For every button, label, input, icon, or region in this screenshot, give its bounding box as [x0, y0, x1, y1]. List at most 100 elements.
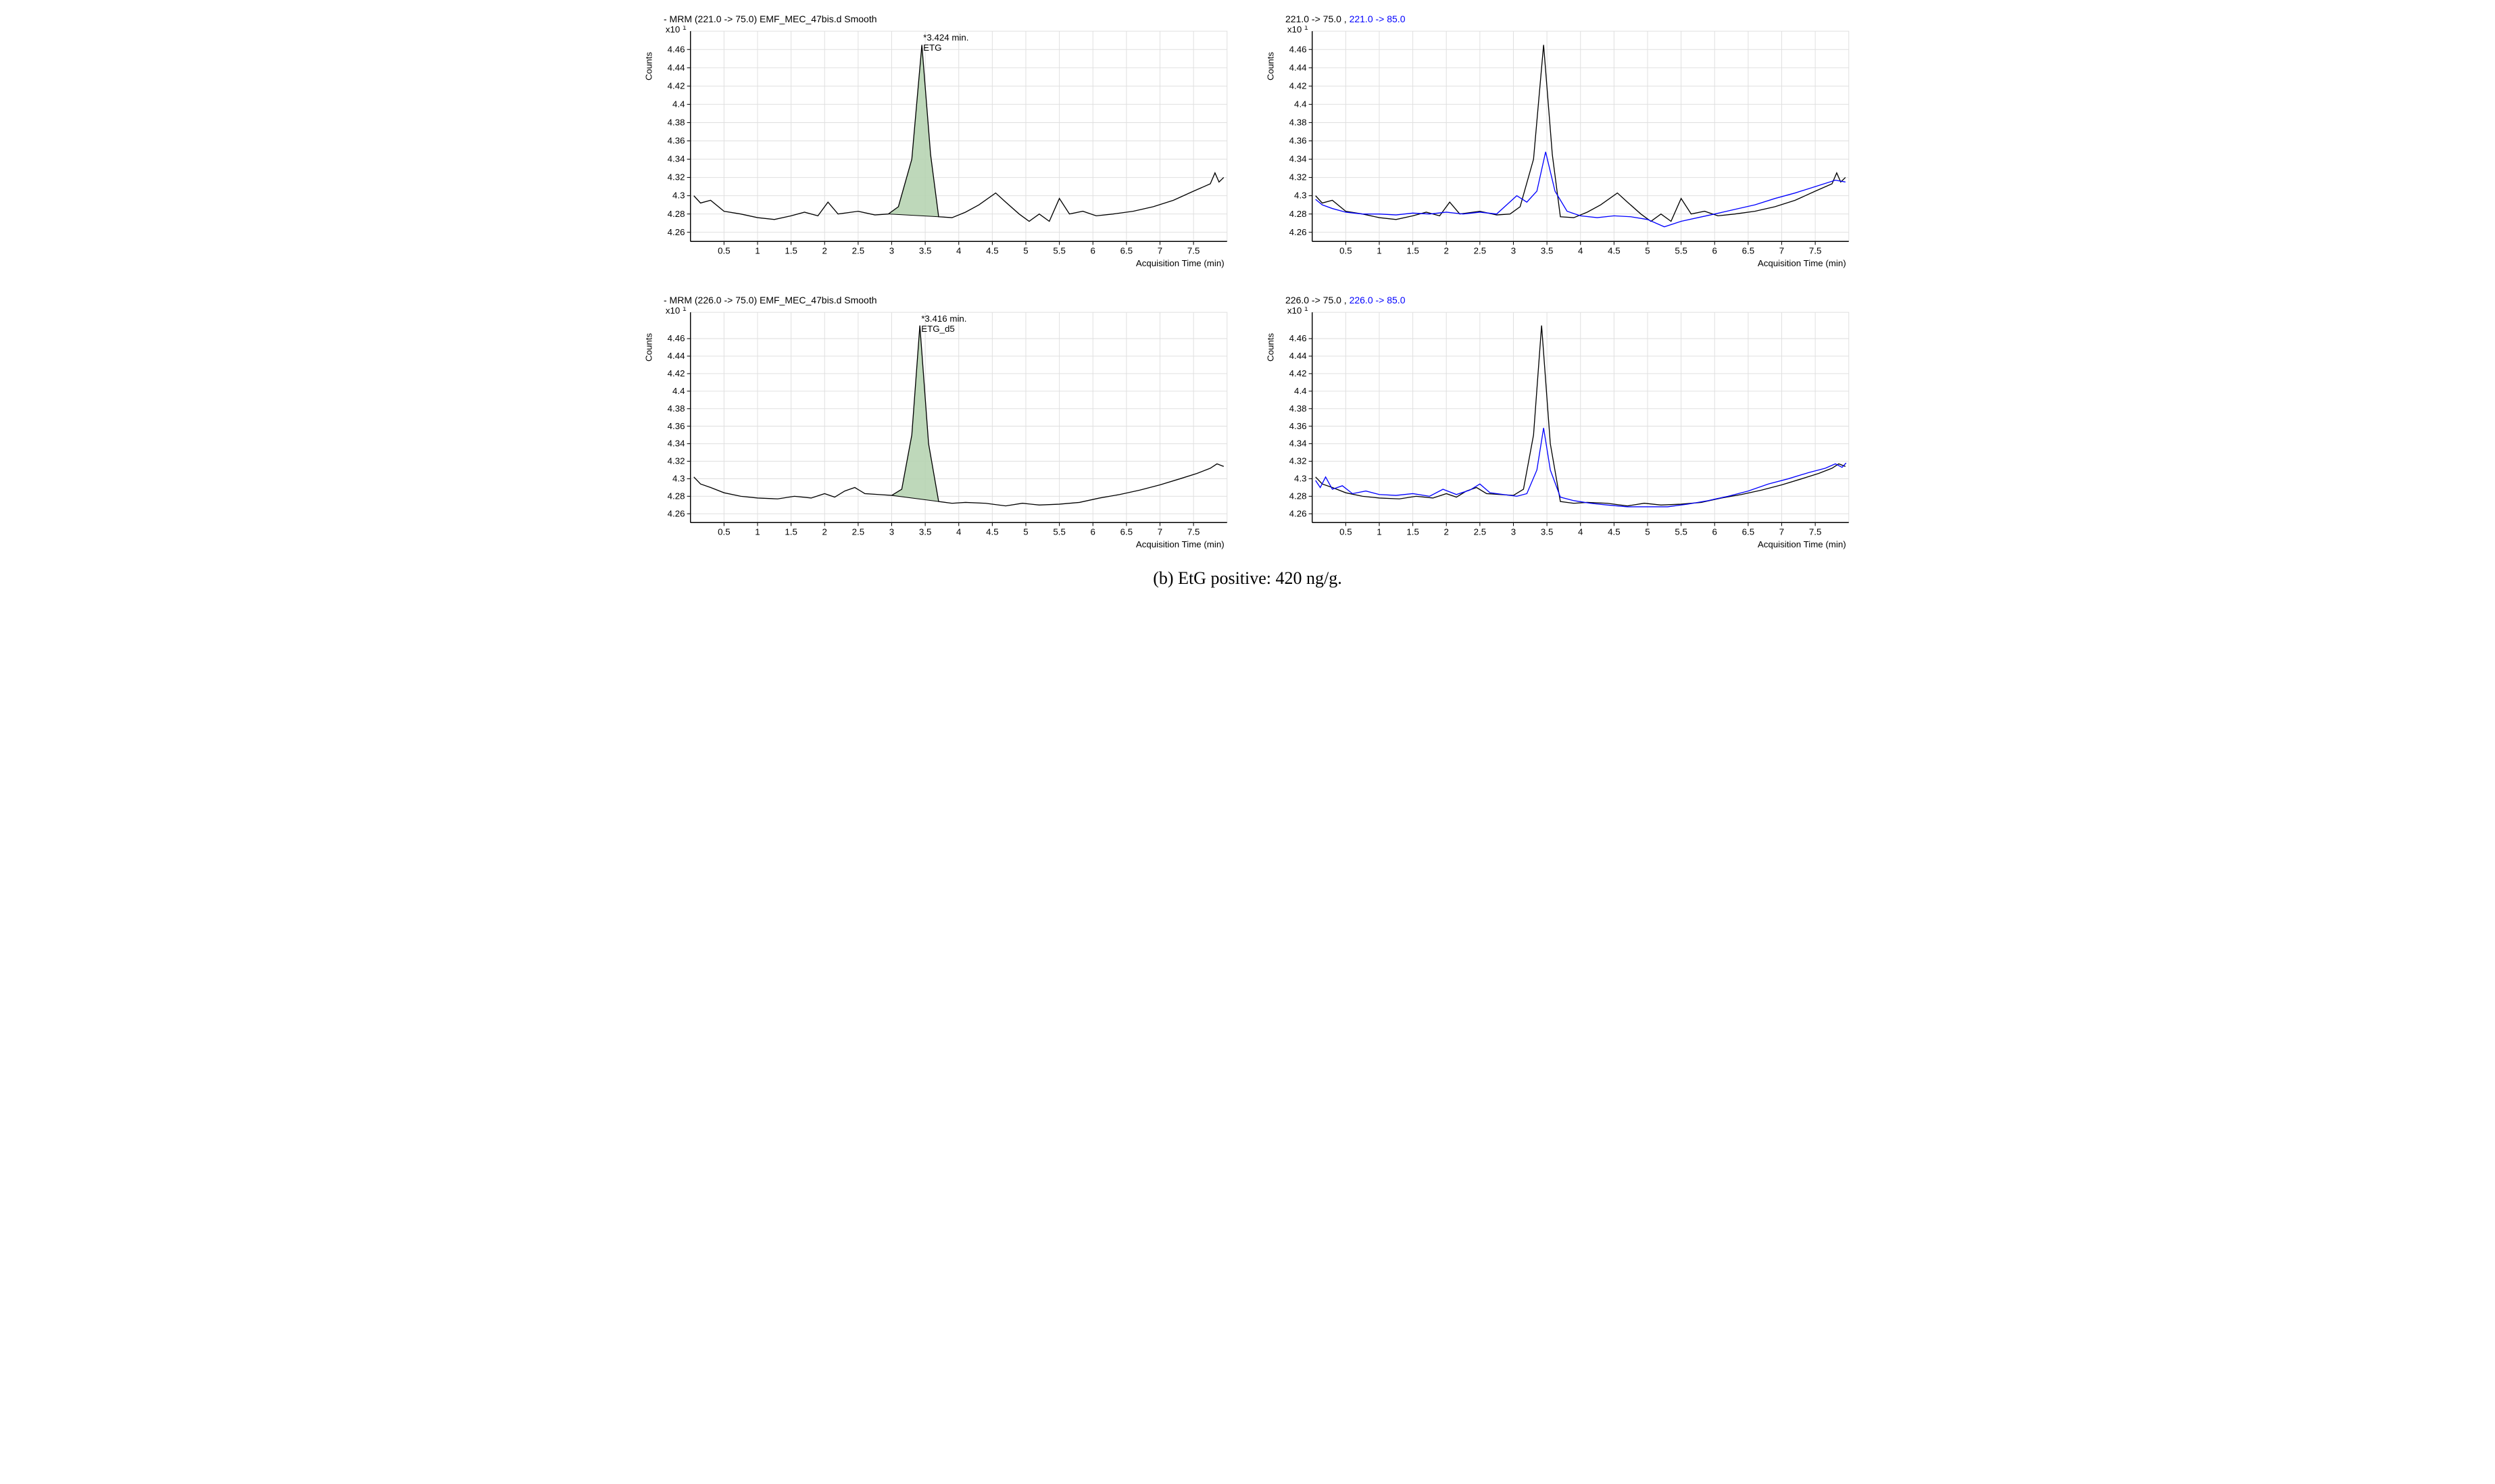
chart-title: - MRM (221.0 -> 75.0) EMF_MEC_47bis.d Sm…	[639, 14, 1234, 24]
y-tick-label: 4.3	[1294, 191, 1307, 201]
y-axis-label: Counts	[1265, 52, 1275, 80]
x-tick-label: 3	[1511, 527, 1516, 537]
x-tick-label: 7	[1158, 527, 1162, 537]
x-axis-label: Acquisition Time (min)	[1136, 258, 1225, 268]
x-tick-label: 4	[1578, 246, 1583, 256]
y-exponent-label: x10 1	[1287, 26, 1308, 34]
x-tick-label: 4.5	[1608, 246, 1621, 256]
y-tick-label: 4.28	[668, 209, 685, 219]
y-tick-label: 4.46	[1289, 44, 1307, 54]
y-tick-label: 4.26	[668, 509, 685, 519]
peak-label-time: *3.424 min.	[923, 32, 968, 43]
x-tick-label: 7	[1779, 246, 1784, 256]
chromatogram-grid: - MRM (221.0 -> 75.0) EMF_MEC_47bis.d Sm…	[639, 14, 1856, 556]
x-tick-label: 5	[1645, 246, 1650, 256]
x-tick-label: 0.5	[718, 246, 731, 256]
chromatogram-chart: 0.511.522.533.544.555.566.577.54.264.284…	[639, 26, 1234, 274]
x-tick-label: 7.5	[1809, 527, 1822, 537]
x-tick-label: 1.5	[1406, 246, 1419, 256]
y-tick-label: 4.32	[668, 456, 685, 466]
peak-label-name: ETG_d5	[921, 324, 955, 335]
x-tick-label: 1.5	[1406, 527, 1419, 537]
x-tick-label: 5.5	[1053, 527, 1066, 537]
y-exponent-label: x10 1	[666, 307, 687, 316]
chromatogram-chart: 0.511.522.533.544.555.566.577.54.264.284…	[1261, 26, 1856, 274]
y-tick-label: 4.46	[1289, 334, 1307, 344]
x-tick-label: 6	[1091, 246, 1095, 256]
x-tick-label: 1	[755, 246, 760, 256]
x-tick-label: 4.5	[986, 527, 998, 537]
x-tick-label: 7	[1158, 246, 1162, 256]
y-tick-label: 4.4	[672, 99, 685, 109]
y-tick-label: 4.3	[672, 191, 685, 201]
y-tick-label: 4.26	[668, 227, 685, 237]
y-tick-label: 4.36	[1289, 421, 1307, 431]
x-tick-label: 5	[1023, 527, 1028, 537]
x-tick-label: 2.5	[852, 527, 865, 537]
chart-title: 226.0 -> 75.0 , 226.0 -> 85.0	[1261, 295, 1856, 305]
y-tick-label: 4.28	[668, 491, 685, 501]
y-tick-label: 4.26	[1289, 227, 1307, 237]
x-tick-label: 2.5	[1474, 527, 1487, 537]
y-tick-label: 4.42	[1289, 368, 1307, 378]
y-tick-label: 4.44	[668, 351, 685, 361]
x-tick-label: 5	[1023, 246, 1028, 256]
y-tick-label: 4.4	[1294, 386, 1307, 396]
x-axis-label: Acquisition Time (min)	[1758, 539, 1846, 549]
y-tick-label: 4.32	[1289, 172, 1307, 182]
y-tick-label: 4.34	[1289, 439, 1307, 449]
chromatogram-chart: 0.511.522.533.544.555.566.577.54.264.284…	[1261, 307, 1856, 555]
y-tick-label: 4.44	[1289, 351, 1307, 361]
x-tick-label: 5.5	[1675, 246, 1687, 256]
y-tick-label: 4.32	[668, 172, 685, 182]
y-tick-label: 4.34	[1289, 154, 1307, 164]
y-tick-label: 4.3	[672, 474, 685, 484]
y-tick-label: 4.36	[668, 421, 685, 431]
x-tick-label: 0.5	[718, 527, 731, 537]
x-tick-label: 6	[1712, 246, 1717, 256]
x-tick-label: 0.5	[1339, 527, 1352, 537]
chart-title: - MRM (226.0 -> 75.0) EMF_MEC_47bis.d Sm…	[639, 295, 1234, 305]
figure-caption: (b) EtG positive: 420 ng/g.	[14, 568, 2481, 589]
y-tick-label: 4.34	[668, 439, 685, 449]
y-tick-label: 4.32	[1289, 456, 1307, 466]
x-tick-label: 1.5	[785, 527, 797, 537]
x-tick-label: 2	[822, 527, 827, 537]
panel-bottom-left: - MRM (226.0 -> 75.0) EMF_MEC_47bis.d Sm…	[639, 295, 1234, 555]
x-tick-label: 2.5	[1474, 246, 1487, 256]
y-tick-label: 4.38	[668, 118, 685, 128]
x-tick-label: 6	[1091, 527, 1095, 537]
x-tick-label: 3	[889, 246, 894, 256]
y-axis-label: Counts	[643, 333, 653, 362]
x-tick-label: 4.5	[1608, 527, 1621, 537]
panel-bottom-right: 226.0 -> 75.0 , 226.0 -> 85.00.511.522.5…	[1261, 295, 1856, 555]
y-exponent-label: x10 1	[1287, 307, 1308, 316]
x-tick-label: 2	[1444, 527, 1449, 537]
y-tick-label: 4.4	[1294, 99, 1307, 109]
x-tick-label: 3.5	[1541, 527, 1554, 537]
y-tick-label: 4.42	[668, 368, 685, 378]
y-tick-label: 4.46	[668, 44, 685, 54]
y-tick-label: 4.38	[1289, 118, 1307, 128]
y-tick-label: 4.36	[1289, 136, 1307, 146]
panel-top-right: 221.0 -> 75.0 , 221.0 -> 85.00.511.522.5…	[1261, 14, 1856, 274]
x-tick-label: 7.5	[1187, 246, 1200, 256]
x-tick-label: 3	[1511, 246, 1516, 256]
x-tick-label: 6.5	[1742, 527, 1755, 537]
x-axis-label: Acquisition Time (min)	[1136, 539, 1225, 549]
x-tick-label: 1	[1377, 246, 1381, 256]
x-tick-label: 1.5	[785, 246, 797, 256]
x-tick-label: 4.5	[986, 246, 998, 256]
chromatogram-chart: 0.511.522.533.544.555.566.577.54.264.284…	[639, 307, 1234, 555]
y-tick-label: 4.38	[668, 403, 685, 414]
x-tick-label: 7.5	[1809, 246, 1822, 256]
x-tick-label: 3	[889, 527, 894, 537]
y-tick-label: 4.34	[668, 154, 685, 164]
y-tick-label: 4.46	[668, 334, 685, 344]
x-tick-label: 2	[822, 246, 827, 256]
x-tick-label: 0.5	[1339, 246, 1352, 256]
y-tick-label: 4.42	[1289, 80, 1307, 91]
y-tick-label: 4.4	[672, 386, 685, 396]
y-tick-label: 4.44	[668, 62, 685, 72]
x-tick-label: 3.5	[1541, 246, 1554, 256]
